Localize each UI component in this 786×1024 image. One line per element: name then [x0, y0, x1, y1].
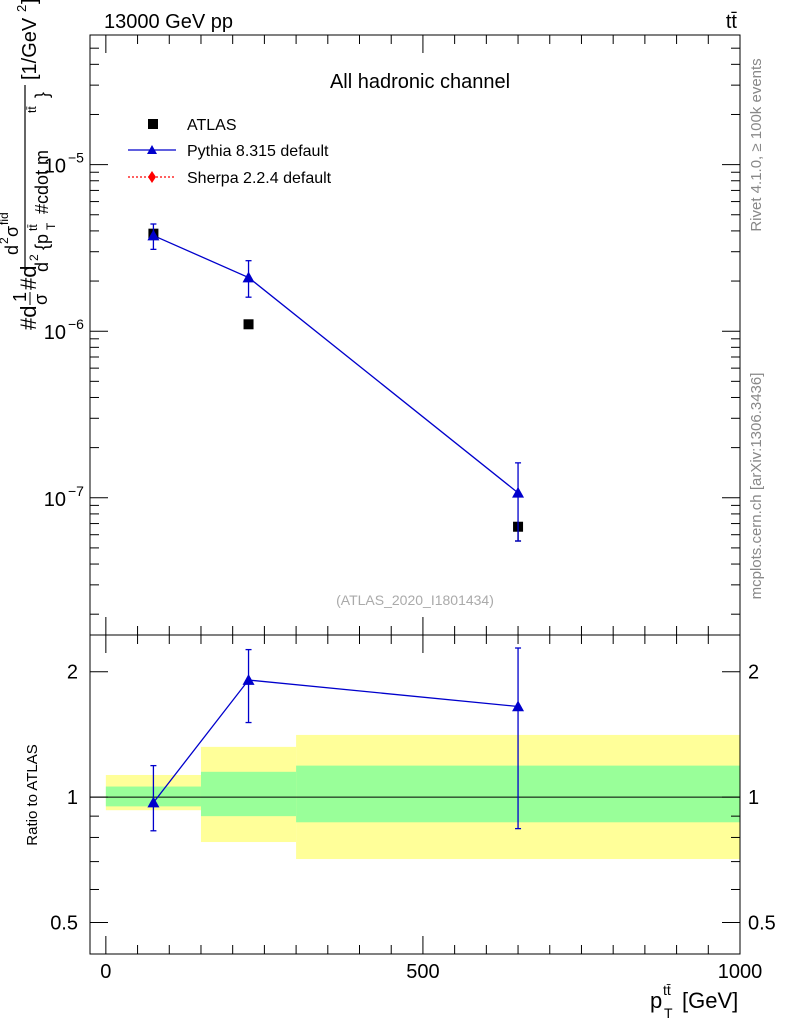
xlabel-p: p	[650, 988, 662, 1013]
pythia-data-point	[147, 229, 160, 241]
ratio-ticks	[90, 635, 741, 954]
ylabel-den-exp: 2	[27, 254, 41, 261]
main-y-tick-base: 10	[44, 489, 66, 511]
x-axis-label: p Ttt̄ [GeV]	[650, 982, 738, 1021]
rivet-label: Rivet 4.1.0, ≥ 100k events	[748, 58, 765, 231]
ylabel-den-T: T	[44, 222, 58, 230]
x-tick-label: 1000	[718, 961, 763, 983]
ratio-y-tick-label-right: 0.5	[748, 912, 776, 934]
chart-title: All hadronic channel	[330, 71, 510, 93]
xlabel-unit: [GeV]	[682, 988, 738, 1013]
main-y-tick-base: 10	[44, 156, 66, 178]
ylabel-unit-close: ]	[19, 0, 41, 4]
ratio-pythia-point	[512, 700, 525, 712]
main-series-lines	[153, 234, 519, 494]
ratio-series-marks	[147, 647, 525, 832]
process-label: tt̄	[726, 11, 738, 33]
ylabel-frac-num: 1	[10, 292, 30, 302]
mcplots-label: mcplots.cern.ch [arXiv:1306.3436]	[748, 373, 765, 600]
ylabel-den-tt: tt̄	[26, 224, 40, 231]
main-y-tick-label: 10 −5	[44, 150, 84, 178]
ylabel-den-close: }	[32, 92, 52, 98]
ylabel-num-sigma: σ	[2, 226, 22, 237]
ylabel-den-cdot: #cdot m	[32, 150, 52, 214]
pythia-data-point	[512, 486, 525, 498]
main-y-tick-labels: 10−510−610−7	[44, 150, 84, 511]
main-y-tick-exponent: −6	[68, 316, 84, 332]
main-y-tick-exponent: −5	[68, 150, 84, 166]
ylabel-unit: [1/GeV	[19, 17, 41, 80]
x-tick-label: 0	[100, 961, 111, 983]
ratio-pythia-point	[242, 674, 255, 685]
main-series-line-pythia	[153, 234, 519, 494]
xlabel-T: T	[664, 1005, 673, 1021]
x-tick-label: 500	[406, 961, 439, 983]
main-y-tick-exponent: −7	[68, 483, 84, 499]
ylabel-den-p: {p	[32, 234, 52, 250]
ratio-y-tick-label-left: 0.5	[50, 912, 78, 934]
xlabel-tt: tt̄	[663, 982, 671, 998]
legend-atlas-label: ATLAS	[187, 117, 237, 134]
main-series-marks	[147, 223, 525, 542]
ratio-y-axis-label: Ratio to ATLAS	[24, 744, 41, 845]
ylabel-d: #d	[16, 306, 41, 330]
legend-pythia-label: Pythia 8.315 default	[187, 143, 329, 160]
ratio-inner-band	[200, 771, 297, 817]
ylabel-d2: #d	[16, 266, 41, 290]
ylabel-num-fid: fid	[0, 212, 11, 225]
ylabel-den-d: d	[32, 262, 52, 272]
energy-label: 13000 GeV pp	[104, 11, 233, 33]
ratio-y-tick-label-right: 2	[748, 662, 759, 684]
main-y-tick-label: 10 −6	[44, 316, 84, 344]
ratio-frame	[89, 634, 741, 955]
ylabel-den-tt2: tt̄	[25, 106, 39, 113]
pythia-data-point	[242, 271, 255, 283]
main-y-tick-label: 10 −7	[44, 483, 84, 511]
ratio-tick-labels: 0.5 0.5 1 1 2 2 0 500 1000	[50, 662, 776, 983]
legend: ATLAS Pythia 8.315 default Sherpa 2.2.4 de…	[128, 117, 332, 187]
legend-pythia-marker	[147, 145, 157, 154]
legend-sherpa-marker	[148, 171, 156, 183]
ylabel-num-exp: 2	[0, 237, 11, 244]
ratio-y-tick-label-left: 2	[67, 662, 78, 684]
atlas-data-point	[243, 319, 254, 330]
legend-atlas-marker	[148, 119, 158, 129]
ylabel-frac-den: σ	[31, 294, 51, 305]
ylabel-unit-exp: 2	[14, 5, 29, 12]
ratio-y-tick-label-left: 1	[67, 787, 78, 809]
ratio-y-tick-label-right: 1	[748, 787, 759, 809]
ylabel-num-d: d	[2, 245, 22, 255]
main-panel: All hadronic channel (ATLAS_2020_I180143…	[44, 34, 741, 636]
analysis-annotation: (ATLAS_2020_I1801434)	[336, 592, 494, 608]
main-y-tick-base: 10	[44, 322, 66, 344]
ratio-panel: 0.5 0.5 1 1 2 2 0 500 1000 Ratio to ATLAS	[24, 634, 776, 983]
legend-sherpa-label: Sherpa 2.2.4 default	[187, 170, 332, 187]
ratio-pythia-point	[147, 796, 160, 808]
